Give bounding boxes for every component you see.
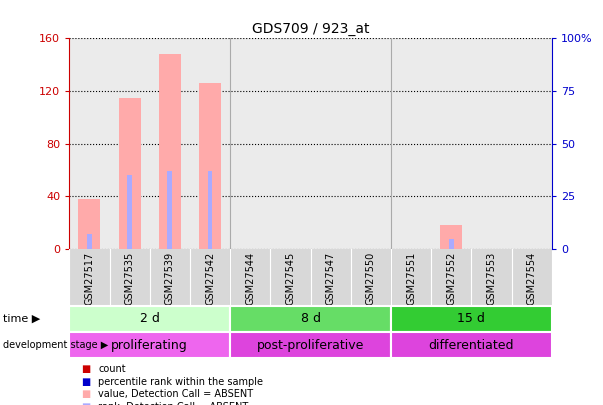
Bar: [351, 38, 391, 249]
Text: GSM27539: GSM27539: [165, 252, 175, 305]
Text: ■: ■: [81, 390, 90, 399]
Text: GSM27554: GSM27554: [526, 252, 537, 305]
Bar: [230, 332, 391, 358]
Text: GSM27552: GSM27552: [446, 252, 456, 305]
Bar: [150, 38, 190, 249]
Text: 15 d: 15 d: [458, 312, 485, 326]
Text: GSM27547: GSM27547: [326, 252, 336, 305]
Bar: [449, 239, 453, 249]
Bar: [440, 225, 463, 249]
Bar: [472, 38, 511, 249]
Text: percentile rank within the sample: percentile rank within the sample: [98, 377, 264, 386]
Bar: [230, 306, 391, 332]
Bar: [110, 38, 150, 249]
Text: post-proliferative: post-proliferative: [257, 339, 364, 352]
Text: ■: ■: [81, 403, 90, 405]
Text: development stage ▶: development stage ▶: [3, 340, 109, 350]
Text: proliferating: proliferating: [112, 339, 188, 352]
Text: GSM27545: GSM27545: [285, 252, 295, 305]
Text: time ▶: time ▶: [3, 314, 40, 324]
Bar: [119, 98, 140, 249]
Text: ■: ■: [81, 377, 90, 386]
Bar: [168, 171, 172, 249]
Text: GSM27544: GSM27544: [245, 252, 255, 305]
Bar: [69, 38, 110, 249]
Bar: [391, 306, 552, 332]
Bar: [69, 332, 230, 358]
Bar: [69, 306, 230, 332]
Text: count: count: [98, 364, 126, 373]
Bar: [207, 171, 212, 249]
Text: GSM27517: GSM27517: [84, 252, 95, 305]
Text: GSM27542: GSM27542: [205, 252, 215, 305]
Bar: [391, 38, 431, 249]
Text: GSM27550: GSM27550: [366, 252, 376, 305]
Bar: [511, 38, 552, 249]
Text: differentiated: differentiated: [429, 339, 514, 352]
Bar: [190, 38, 230, 249]
Bar: [230, 38, 270, 249]
Bar: [431, 38, 472, 249]
Text: GSM27553: GSM27553: [487, 252, 496, 305]
Text: 2 d: 2 d: [140, 312, 160, 326]
Text: rank, Detection Call = ABSENT: rank, Detection Call = ABSENT: [98, 403, 248, 405]
Bar: [199, 83, 221, 249]
Text: ■: ■: [81, 364, 90, 373]
Text: 8 d: 8 d: [300, 312, 321, 326]
Bar: [270, 38, 311, 249]
Bar: [391, 332, 552, 358]
Bar: [87, 234, 92, 249]
Bar: [159, 54, 181, 249]
Bar: [127, 175, 132, 249]
Bar: [311, 38, 351, 249]
Bar: [78, 199, 101, 249]
Title: GDS709 / 923_at: GDS709 / 923_at: [252, 22, 369, 36]
Text: value, Detection Call = ABSENT: value, Detection Call = ABSENT: [98, 390, 253, 399]
Text: GSM27535: GSM27535: [125, 252, 134, 305]
Text: GSM27551: GSM27551: [406, 252, 416, 305]
